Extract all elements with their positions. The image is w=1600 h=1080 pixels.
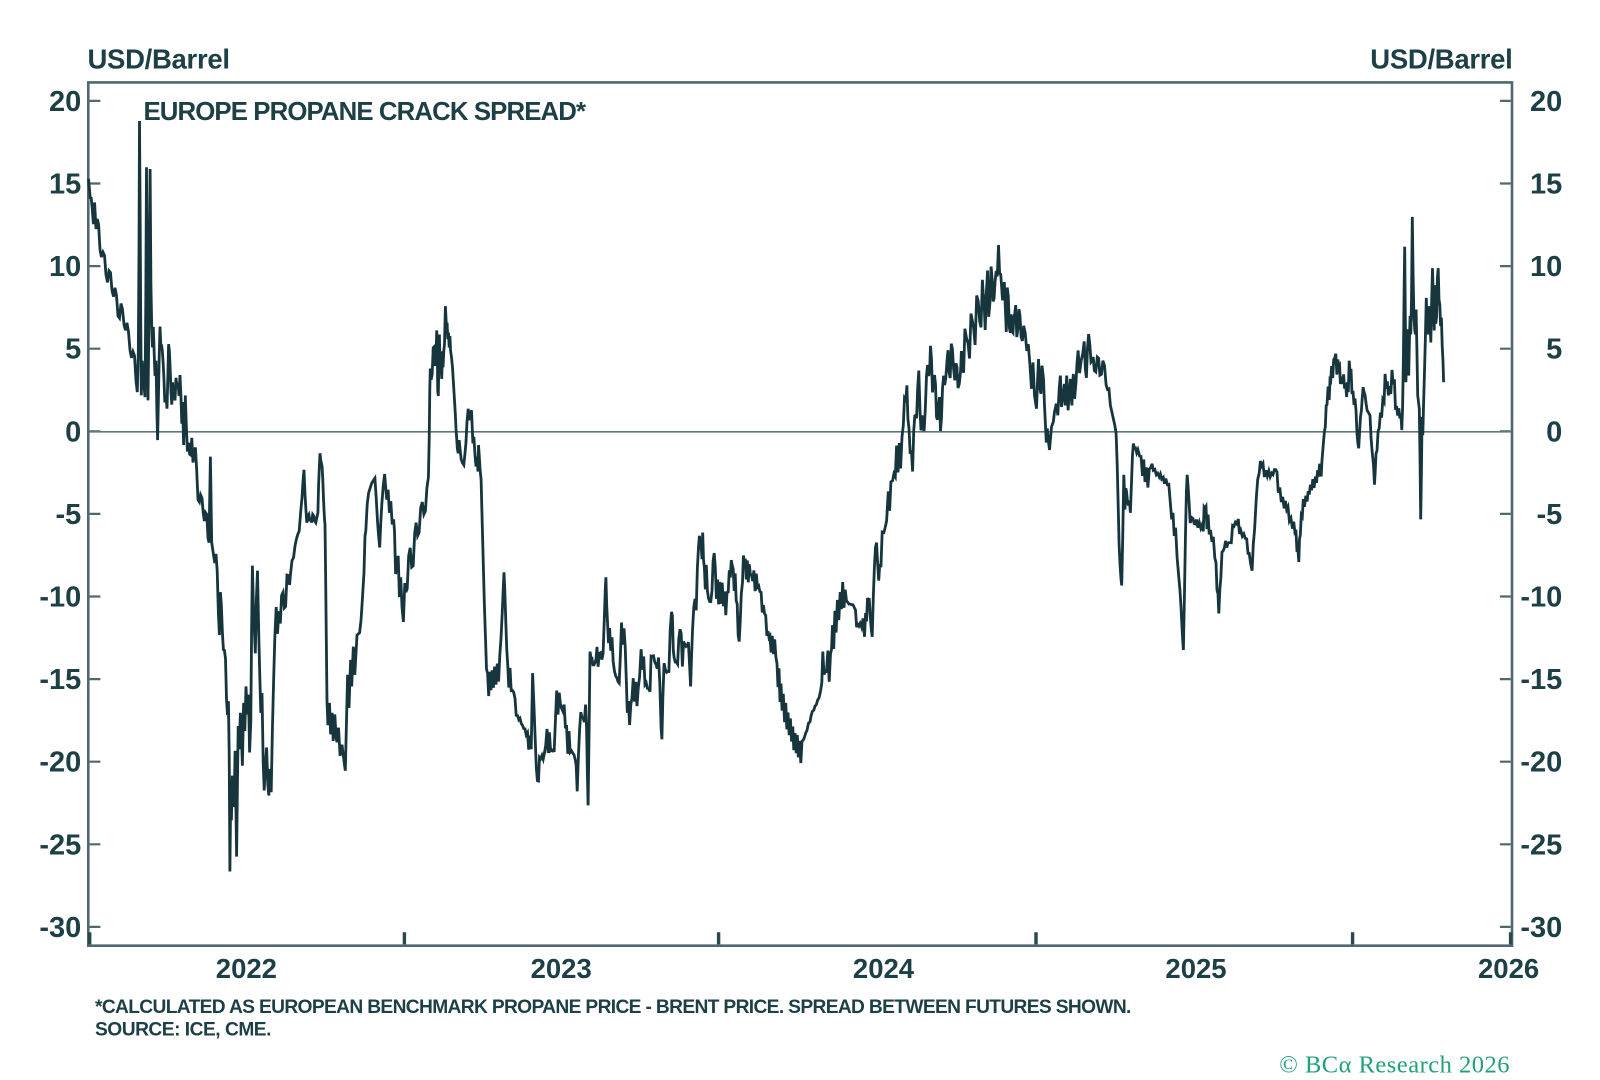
svg-text:-30: -30 (1520, 912, 1562, 944)
svg-text:USD/Barrel: USD/Barrel (88, 43, 230, 74)
svg-text:-10: -10 (1520, 582, 1562, 614)
svg-text:2023: 2023 (531, 953, 592, 984)
svg-text:2026: 2026 (1478, 953, 1539, 984)
svg-text:-20: -20 (39, 747, 81, 779)
svg-text:2022: 2022 (216, 953, 277, 984)
svg-text:2025: 2025 (1165, 953, 1226, 984)
svg-text:-15: -15 (39, 664, 81, 696)
svg-text:-5: -5 (1537, 499, 1563, 531)
svg-text:-10: -10 (39, 582, 81, 614)
svg-text:10: 10 (1530, 251, 1562, 283)
svg-text:0: 0 (65, 416, 81, 448)
svg-text:0: 0 (1546, 416, 1562, 448)
svg-text:5: 5 (1546, 334, 1562, 366)
svg-text:© BCα Research 2026: © BCα Research 2026 (1279, 1052, 1510, 1079)
svg-text:-25: -25 (39, 829, 81, 861)
svg-text:-5: -5 (56, 499, 82, 531)
svg-text:2024: 2024 (853, 953, 915, 984)
svg-text:-30: -30 (39, 912, 81, 944)
svg-text:EUROPE PROPANE CRACK SPREAD*: EUROPE PROPANE CRACK SPREAD* (144, 98, 587, 126)
svg-text:15: 15 (1530, 169, 1562, 201)
svg-text:5: 5 (65, 334, 81, 366)
svg-text:-20: -20 (1520, 747, 1562, 779)
svg-text:20: 20 (49, 86, 81, 118)
svg-text:15: 15 (49, 169, 81, 201)
svg-text:USD/Barrel: USD/Barrel (1370, 43, 1512, 74)
svg-text:SOURCE: ICE, CME.: SOURCE: ICE, CME. (95, 1019, 271, 1040)
svg-text:-25: -25 (1520, 829, 1562, 861)
svg-text:20: 20 (1530, 86, 1562, 118)
svg-text:*CALCULATED AS EUROPEAN BENCHM: *CALCULATED AS EUROPEAN BENCHMARK PROPAN… (95, 997, 1131, 1018)
svg-text:-15: -15 (1520, 664, 1562, 696)
svg-text:10: 10 (49, 251, 81, 283)
